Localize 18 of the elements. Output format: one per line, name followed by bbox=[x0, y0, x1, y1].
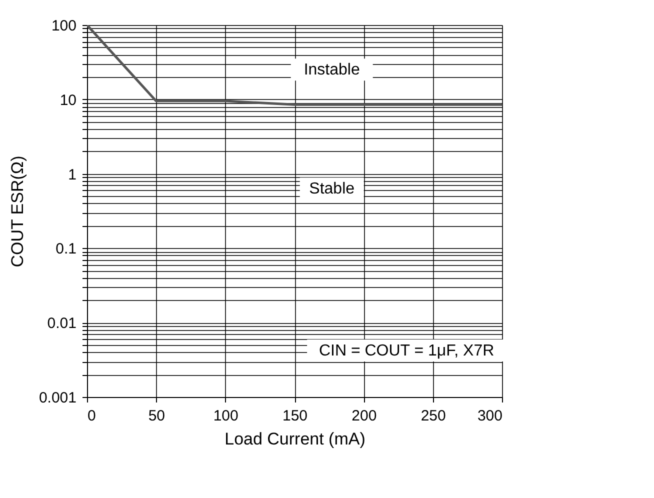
x-tick-label: 200 bbox=[352, 408, 377, 424]
x-tick-label: 100 bbox=[213, 408, 238, 424]
x-tick-label: 150 bbox=[282, 408, 308, 424]
x-axis-title: Load Current (mA) bbox=[224, 430, 366, 448]
x-tick-label: 250 bbox=[420, 408, 446, 424]
annotation: Stable bbox=[309, 180, 355, 198]
y-tick-label: 10 bbox=[60, 92, 76, 109]
y-tick-label: 0.001 bbox=[38, 390, 76, 406]
x-tick-label: 0 bbox=[88, 408, 96, 424]
x-tick-label: 50 bbox=[148, 408, 166, 424]
y-tick-label: 0.1 bbox=[56, 240, 76, 258]
y-tick-label: 100 bbox=[51, 18, 76, 34]
annotation: CIN = COUT = 1μF, X7R bbox=[318, 342, 494, 360]
y-axis-title: COUT ESR(Ω) bbox=[8, 156, 27, 268]
x-tick-label: 300 bbox=[477, 408, 502, 424]
y-tick-label: 1 bbox=[68, 166, 76, 184]
y-tick-label: 0.01 bbox=[47, 315, 76, 332]
annotation: Instable bbox=[304, 62, 360, 79]
